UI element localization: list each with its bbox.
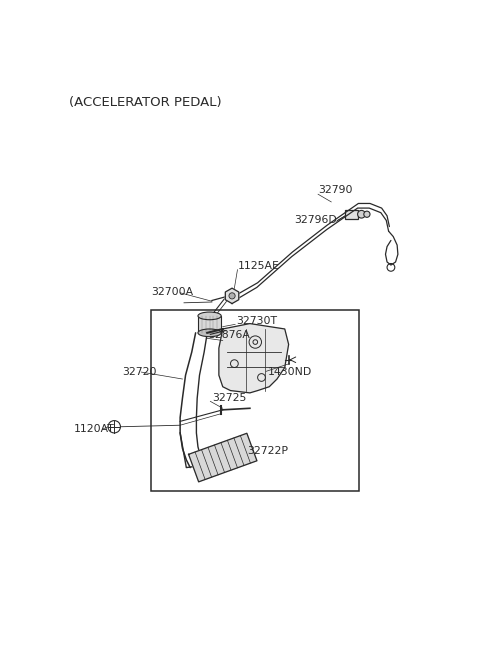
Circle shape	[229, 293, 235, 299]
Text: 32720: 32720	[122, 367, 156, 377]
Text: 1430ND: 1430ND	[268, 367, 312, 377]
Bar	[152, 310, 359, 491]
Text: 32725: 32725	[212, 393, 246, 403]
Polygon shape	[225, 288, 239, 304]
Polygon shape	[189, 433, 257, 482]
Text: 32722P: 32722P	[248, 445, 288, 456]
Ellipse shape	[358, 211, 365, 218]
Text: 32796D: 32796D	[294, 215, 337, 226]
Text: 32700A: 32700A	[152, 287, 193, 297]
Ellipse shape	[198, 329, 221, 337]
Text: 32876A: 32876A	[208, 330, 250, 340]
Text: (ACCELERATOR PEDAL): (ACCELERATOR PEDAL)	[69, 96, 222, 109]
Text: 1125AE: 1125AE	[238, 261, 280, 271]
Polygon shape	[219, 323, 288, 393]
Ellipse shape	[198, 312, 221, 319]
Text: 1120AT: 1120AT	[74, 424, 115, 434]
Text: 32730T: 32730T	[237, 316, 278, 325]
Text: 32790: 32790	[318, 186, 353, 195]
Bar	[345, 210, 358, 219]
Ellipse shape	[364, 211, 370, 217]
Bar	[198, 316, 221, 333]
